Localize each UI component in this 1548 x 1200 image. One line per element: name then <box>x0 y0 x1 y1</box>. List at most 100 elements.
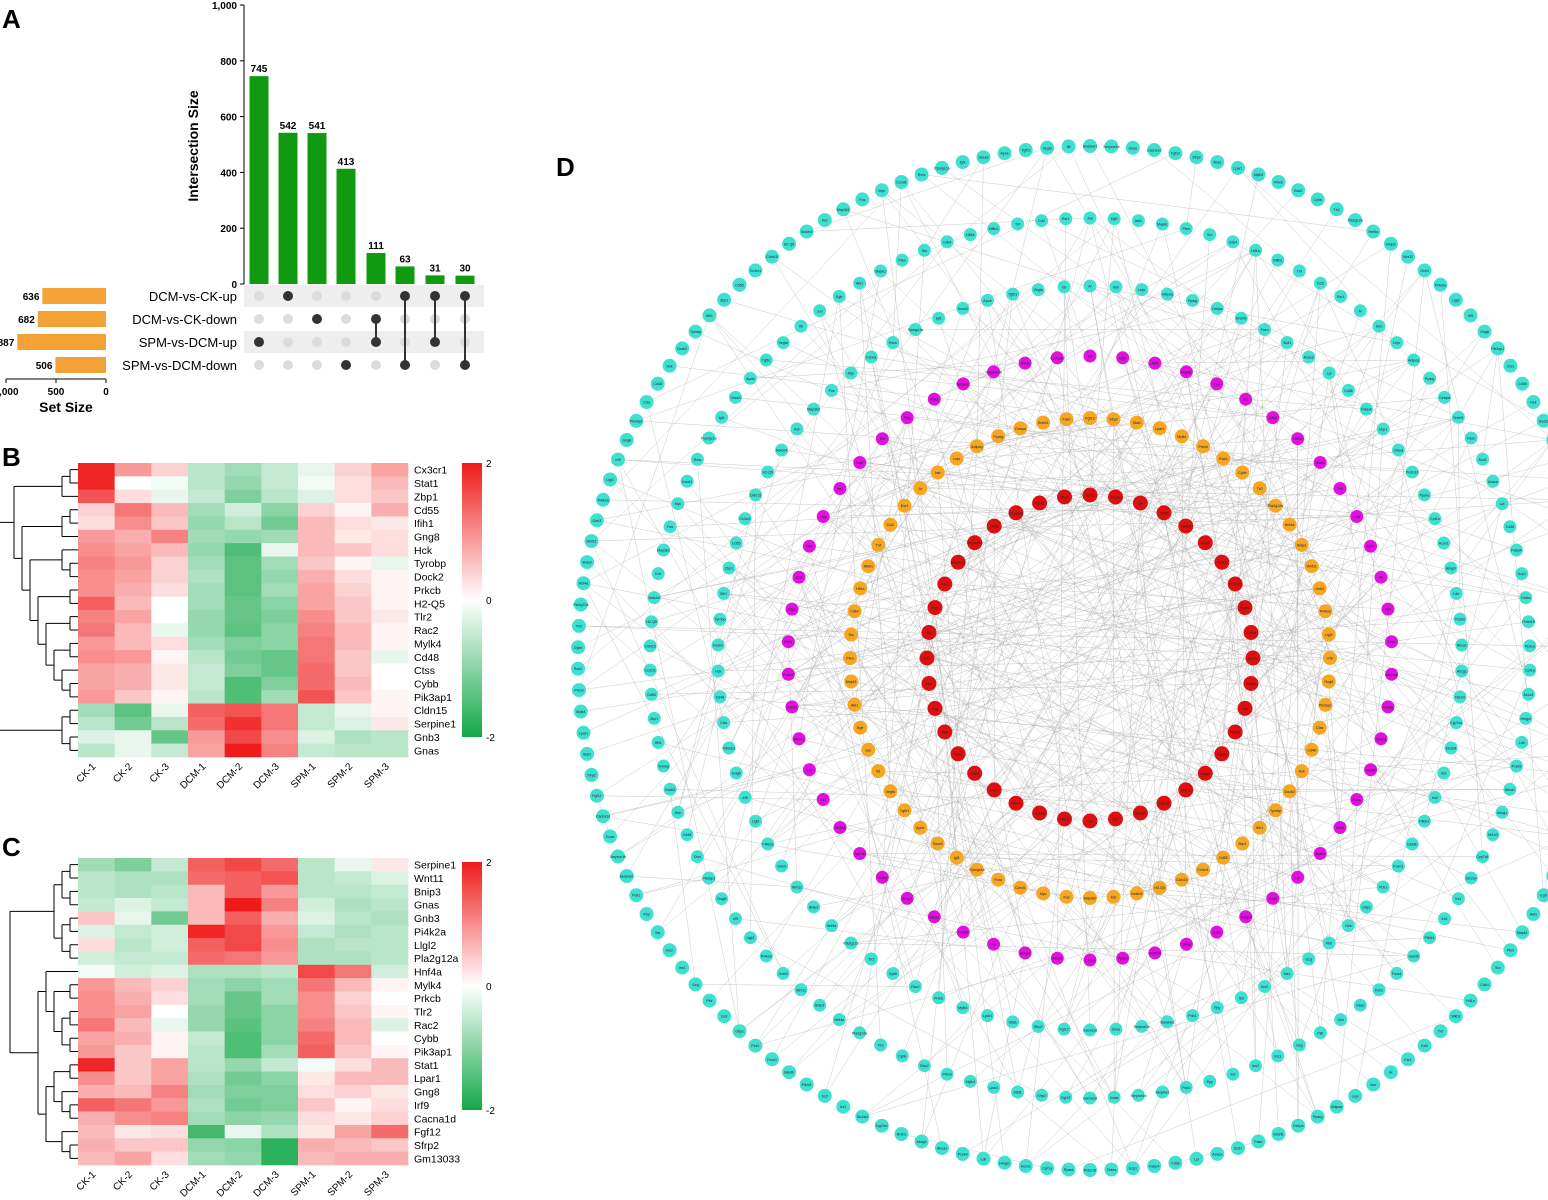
network-node <box>647 711 661 725</box>
node-label: Abcg1 <box>1200 772 1210 776</box>
matrix-dot-inactive <box>254 314 264 324</box>
heatmap-cell <box>188 1151 225 1166</box>
network-node <box>874 264 888 278</box>
network-edge <box>850 942 1414 957</box>
network-edge <box>1205 310 1361 774</box>
node-label: Hif1a <box>1466 999 1474 1003</box>
node-label: Socs3 <box>933 842 943 846</box>
network-edge <box>1325 445 1548 705</box>
network-node <box>1334 1013 1348 1027</box>
heatmap-cell <box>371 1098 409 1112</box>
heatmap-row-label: Cybb <box>414 679 439 691</box>
node-label: Rxra <box>994 878 1002 882</box>
heatmap-cell <box>371 743 409 758</box>
node-label: Cpt1a <box>1430 517 1440 521</box>
node-label: Irf9 <box>1468 314 1473 318</box>
heatmap-cell <box>298 938 335 952</box>
node-label: Mapk1 <box>846 680 857 684</box>
network-node <box>1249 1059 1263 1073</box>
network-edge <box>823 383 1217 517</box>
network-edge <box>994 756 1548 791</box>
heatmap-cell <box>151 1124 189 1139</box>
heatmap-cell <box>188 898 225 912</box>
node-label: Slc2a4 <box>1135 812 1146 816</box>
network-edge <box>1455 299 1498 349</box>
network-node <box>1291 870 1305 884</box>
heatmap-cell <box>114 858 152 872</box>
heatmap-cell <box>298 1018 335 1032</box>
network-edge <box>1046 147 1243 473</box>
network-edge <box>1115 286 1349 926</box>
heatmap-cell <box>371 1111 409 1126</box>
heatmap-cell <box>188 503 225 517</box>
heatmap-cell <box>261 623 299 638</box>
node-label: Pck1 <box>784 640 792 644</box>
heatmap-cell <box>298 1071 335 1086</box>
heatmap-cell <box>298 716 335 731</box>
heatmap-cell <box>151 1018 189 1032</box>
network-edge <box>755 865 1399 1046</box>
network-node <box>1226 235 1240 249</box>
node-label: Myc <box>879 189 886 193</box>
matrix-dot-active <box>341 360 351 370</box>
node-label: Lpar1 <box>579 731 588 735</box>
network-node <box>1083 953 1097 967</box>
node-label: Pcsk9 <box>1455 618 1465 622</box>
node-label: Pik3r1 <box>794 737 804 741</box>
node-label: Myc <box>1040 892 1047 896</box>
heatmap-col-label: CK-1 <box>75 1169 99 1193</box>
network-node <box>1156 505 1172 521</box>
network-node <box>1216 451 1231 466</box>
node-label: Sfrp2 <box>1109 418 1118 422</box>
network-node <box>1304 559 1319 574</box>
heatmap-cell <box>224 650 262 664</box>
network-edge <box>796 428 1187 945</box>
node-label: Serpine1 <box>1155 1091 1169 1095</box>
heatmap-cell <box>151 636 189 651</box>
node-label: Gnas <box>990 525 999 529</box>
network-node <box>761 837 775 851</box>
network-node <box>1083 139 1097 153</box>
node-label: Wnt11 <box>792 886 802 890</box>
node-label: Ins1 <box>1284 972 1291 976</box>
network-edge <box>1185 789 1510 791</box>
node-label: Adipoq <box>1331 1105 1342 1109</box>
network-node <box>1125 1161 1140 1176</box>
heatmap-cell <box>261 610 299 624</box>
network-node <box>1490 960 1505 975</box>
network-node <box>1405 837 1419 851</box>
network-node <box>603 829 618 844</box>
heatmap-cell <box>224 1004 262 1019</box>
node-label: Cidea <box>1217 561 1226 565</box>
heatmap-cell <box>188 1018 225 1032</box>
network-edge <box>724 299 1160 429</box>
node-label: Rac2 <box>1294 189 1302 193</box>
node-label: Serpine1b <box>1130 1094 1146 1098</box>
node-label: Scd1 <box>1234 1147 1242 1151</box>
heatmap-cell <box>298 503 335 517</box>
heatmap-cell <box>371 516 409 531</box>
network-node <box>1155 1085 1169 1099</box>
heatmap-cell <box>298 743 335 758</box>
network-node <box>1018 143 1033 157</box>
network-node <box>1083 891 1097 905</box>
heatmap-cell <box>151 871 189 885</box>
network-node <box>1116 351 1130 365</box>
node-label: Hif1a <box>966 233 974 237</box>
network-node <box>894 175 909 189</box>
network-node <box>657 543 670 557</box>
network-node <box>913 820 928 835</box>
network-edge <box>603 815 1414 957</box>
node-label: H2-Q5 <box>1154 886 1165 890</box>
node-label: Foxo1 <box>1011 802 1021 806</box>
network-edge <box>963 383 1548 728</box>
network-node <box>825 383 839 397</box>
node-label: Sst <box>1230 1073 1235 1077</box>
heatmap-cell <box>78 1071 115 1086</box>
heatmap-row-label: Gnas <box>414 745 439 757</box>
node-label: Ucp1 <box>1518 572 1526 576</box>
node-label: Cacna1d <box>1083 1097 1097 1101</box>
network-node <box>844 366 858 380</box>
network-edge <box>993 446 1204 791</box>
